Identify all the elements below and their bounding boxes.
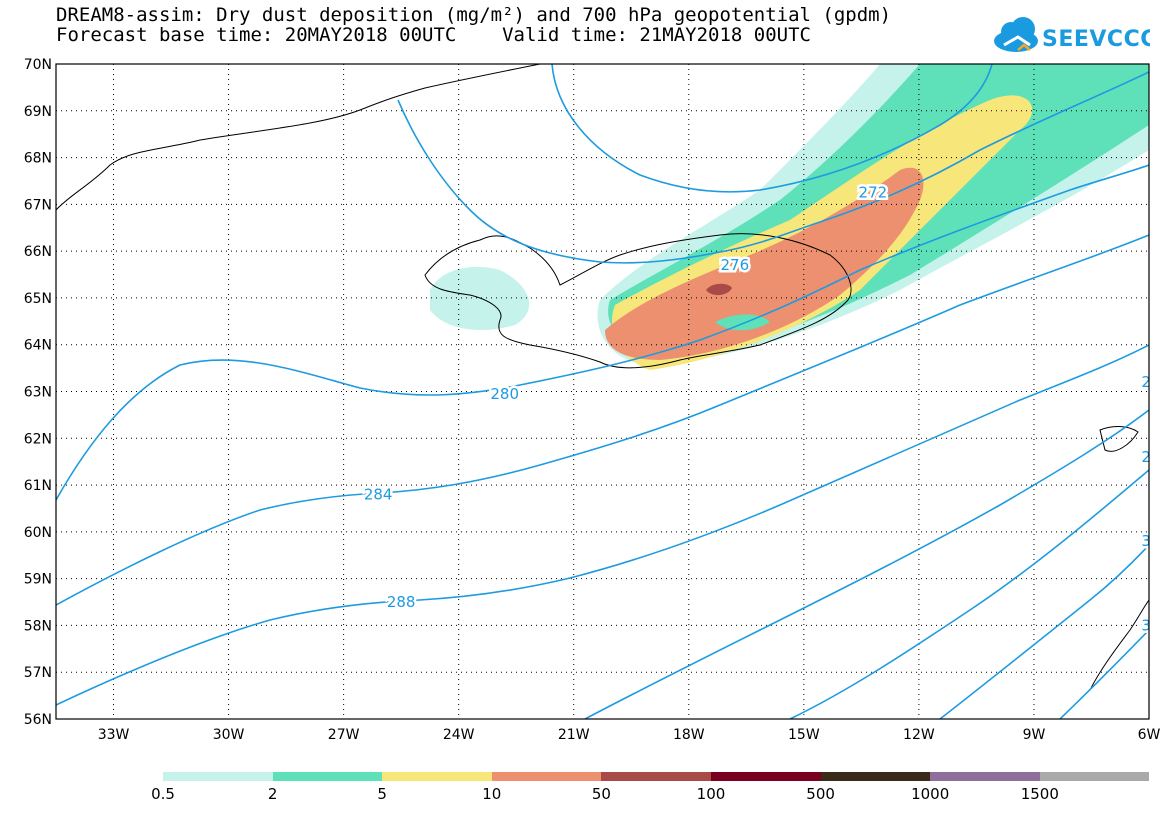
lat-label: 69N <box>24 104 52 120</box>
contour-label: 288 <box>387 593 416 611</box>
contour-label: 30 <box>1141 532 1160 550</box>
legend-label: 100 <box>696 785 726 803</box>
legend-label: 500 <box>806 785 835 803</box>
contour-label: 280 <box>490 385 519 403</box>
contour-292 <box>584 409 1149 719</box>
contour-label: 284 <box>364 485 393 503</box>
contour-304 <box>1059 629 1149 719</box>
contour-280 <box>56 164 1149 501</box>
legend-label: 5 <box>377 785 387 803</box>
legend-swatch <box>272 772 383 781</box>
lat-label: 57N <box>24 665 52 681</box>
contour-300 <box>939 544 1149 719</box>
legend-swatch <box>163 772 273 781</box>
cloud-logo-icon <box>994 17 1038 52</box>
lon-label: 27W <box>328 727 360 743</box>
lon-label: 12W <box>903 727 935 743</box>
dust-band-50 <box>706 283 732 296</box>
legend-label: 0.5 <box>151 785 175 803</box>
lat-label: 65N <box>24 291 52 307</box>
legend-swatch <box>930 772 1040 781</box>
faroe-islands <box>1099 426 1139 452</box>
dust-band-0.5b <box>430 266 530 330</box>
scotland-coast <box>1089 599 1149 691</box>
lon-label: 21W <box>558 727 590 743</box>
lon-label: 18W <box>673 727 705 743</box>
lat-label: 63N <box>24 385 52 401</box>
map-title-line1: DREAM8-assim: Dry dust deposition (mg/m²… <box>56 4 892 26</box>
lat-label: 67N <box>24 197 52 213</box>
contour-label: 30 <box>1141 616 1160 634</box>
plot-frame <box>55 63 1150 720</box>
legend-label: 50 <box>591 785 611 803</box>
lon-label: 24W <box>443 727 475 743</box>
iceland-coast <box>424 233 852 369</box>
lat-label: 70N <box>24 57 52 73</box>
contour-label: 29 <box>1141 373 1160 391</box>
coastlines <box>56 64 1149 691</box>
contour-276 <box>397 71 1149 264</box>
lat-label: 66N <box>24 244 52 260</box>
seevccc-logo: SEEVCCC <box>994 17 1150 52</box>
lat-label: 62N <box>24 431 52 447</box>
contour-272 <box>551 64 993 193</box>
lat-label: 68N <box>24 151 52 167</box>
lat-label: 59N <box>24 572 52 588</box>
legend-swatch <box>820 772 931 781</box>
lat-label: 64N <box>24 338 52 354</box>
legend-swatch <box>382 772 492 781</box>
lon-label: 6W <box>1138 727 1161 743</box>
map-title-line2: Forecast base time: 20MAY2018 00UTC Vali… <box>56 24 811 46</box>
lat-label: 60N <box>24 525 52 541</box>
contour-labels: 272 276 280 284 288 29 29 30 30 <box>361 181 1160 637</box>
contour-label: 272 <box>859 184 888 202</box>
contour-label: 29 <box>1141 448 1160 466</box>
lon-label: 15W <box>788 727 820 743</box>
lat-label: 58N <box>24 618 52 634</box>
legend-swatch <box>491 772 602 781</box>
legend-label: 10 <box>482 785 502 803</box>
axis-labels: 70N 69N 68N 67N 66N 65N 64N 63N 62N 61N 60N 59N 58N 5… <box>24 57 1161 743</box>
legend-label: 1000 <box>911 785 950 803</box>
greenland-coast <box>56 64 541 211</box>
contour-296 <box>789 469 1149 719</box>
lat-label: 61N <box>24 478 52 494</box>
legend-label: 1500 <box>1020 785 1059 803</box>
contour-288 <box>56 344 1149 706</box>
lat-label: 56N <box>24 712 52 728</box>
dust-band-10 <box>605 167 924 360</box>
lon-label: 9W <box>1023 727 1046 743</box>
legend-swatch <box>601 772 711 781</box>
logo-text: SEEVCCC <box>1042 27 1150 52</box>
contour-label: 276 <box>720 256 749 274</box>
legend-swatch <box>1039 772 1150 781</box>
geopotential-contours <box>56 64 1149 719</box>
legend-label: 2 <box>267 785 278 803</box>
lon-label: 33W <box>98 727 130 743</box>
legend-swatch <box>711 772 821 781</box>
dust-plume <box>430 64 1149 371</box>
lon-label: 30W <box>213 727 245 743</box>
contour-284 <box>56 234 1149 606</box>
